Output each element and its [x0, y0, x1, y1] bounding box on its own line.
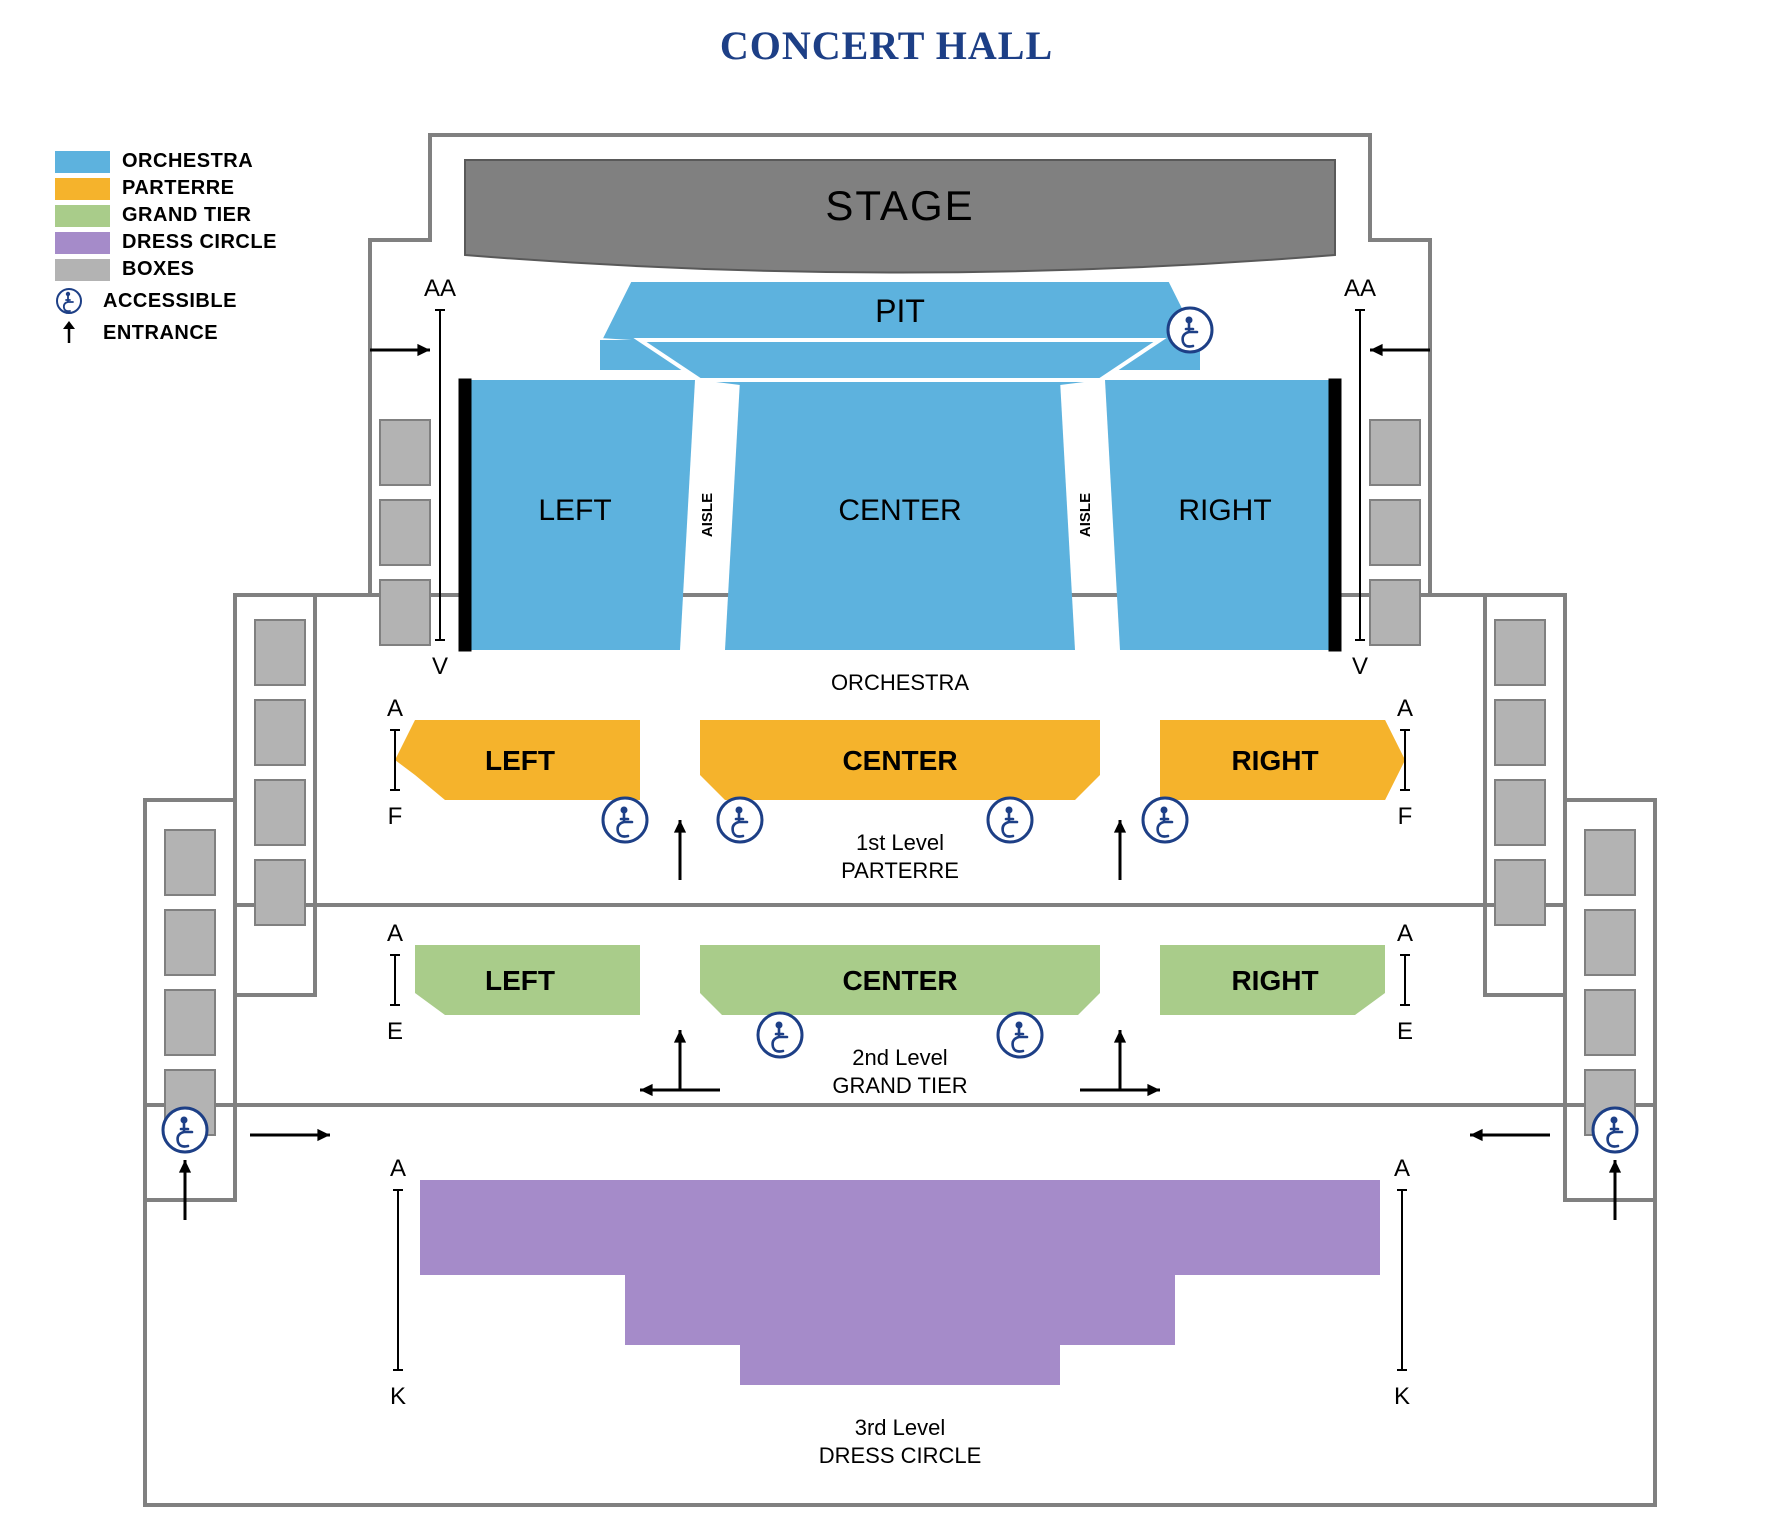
svg-text:V: V	[432, 653, 448, 680]
svg-text:LEFT: LEFT	[485, 965, 555, 996]
svg-text:F: F	[1398, 803, 1413, 830]
svg-text:RIGHT: RIGHT	[1231, 965, 1318, 996]
svg-text:CENTER: CENTER	[838, 494, 961, 527]
svg-text:A: A	[387, 695, 403, 722]
svg-text:PARTERRE: PARTERRE	[841, 858, 959, 883]
svg-text:E: E	[1397, 1018, 1413, 1045]
svg-text:AISLE: AISLE	[1077, 493, 1094, 537]
svg-text:A: A	[1394, 1155, 1410, 1182]
svg-text:A: A	[1397, 695, 1413, 722]
svg-text:PIT: PIT	[875, 293, 925, 329]
svg-text:RIGHT: RIGHT	[1231, 745, 1318, 776]
svg-text:AA: AA	[1344, 275, 1376, 302]
svg-text:K: K	[390, 1383, 406, 1410]
svg-text:RIGHT: RIGHT	[1178, 494, 1271, 527]
svg-text:3rd Level: 3rd Level	[855, 1415, 946, 1440]
svg-text:A: A	[390, 1155, 406, 1182]
svg-text:A: A	[387, 920, 403, 947]
svg-text:E: E	[387, 1018, 403, 1045]
svg-text:F: F	[388, 803, 403, 830]
seating-diagram: STAGE PIT AISLE AISLE LEFT CENTER RIGHT ORCHEST…	[0, 0, 1773, 1531]
svg-text:A: A	[1397, 920, 1413, 947]
svg-text:2nd Level: 2nd Level	[852, 1045, 947, 1070]
svg-text:GRAND TIER: GRAND TIER	[832, 1073, 967, 1098]
svg-text:LEFT: LEFT	[485, 745, 555, 776]
svg-text:V: V	[1352, 653, 1368, 680]
svg-text:DRESS CIRCLE: DRESS CIRCLE	[819, 1443, 982, 1468]
svg-text:AA: AA	[424, 275, 456, 302]
svg-text:ORCHESTRA: ORCHESTRA	[831, 670, 969, 695]
svg-text:K: K	[1394, 1383, 1410, 1410]
svg-text:1st Level: 1st Level	[856, 830, 944, 855]
svg-text:CENTER: CENTER	[842, 745, 957, 776]
svg-text:AISLE: AISLE	[699, 493, 716, 537]
svg-text:CENTER: CENTER	[842, 965, 957, 996]
svg-text:LEFT: LEFT	[538, 494, 611, 527]
svg-text:STAGE: STAGE	[825, 182, 974, 229]
